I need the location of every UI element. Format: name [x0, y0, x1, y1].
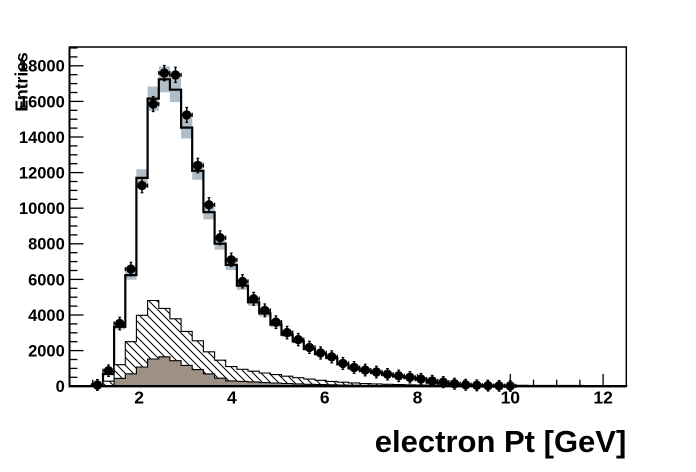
svg-text:Entries: Entries	[12, 52, 32, 112]
svg-text:2000: 2000	[28, 343, 65, 361]
svg-text:6000: 6000	[28, 271, 65, 289]
svg-text:16000: 16000	[19, 93, 65, 111]
svg-text:2: 2	[134, 387, 144, 407]
svg-text:12000: 12000	[19, 165, 65, 183]
svg-text:10: 10	[501, 387, 521, 407]
svg-text:6: 6	[320, 387, 330, 407]
svg-text:4: 4	[227, 387, 237, 407]
svg-text:electron Pt [GeV]: electron Pt [GeV]	[375, 424, 627, 459]
svg-text:8: 8	[413, 387, 423, 407]
svg-text:14000: 14000	[19, 129, 65, 147]
svg-text:0: 0	[56, 378, 65, 396]
svg-text:4000: 4000	[28, 307, 65, 325]
svg-text:10000: 10000	[19, 200, 65, 218]
svg-text:12: 12	[593, 387, 613, 407]
svg-text:8000: 8000	[28, 236, 65, 254]
svg-text:18000: 18000	[19, 58, 65, 76]
